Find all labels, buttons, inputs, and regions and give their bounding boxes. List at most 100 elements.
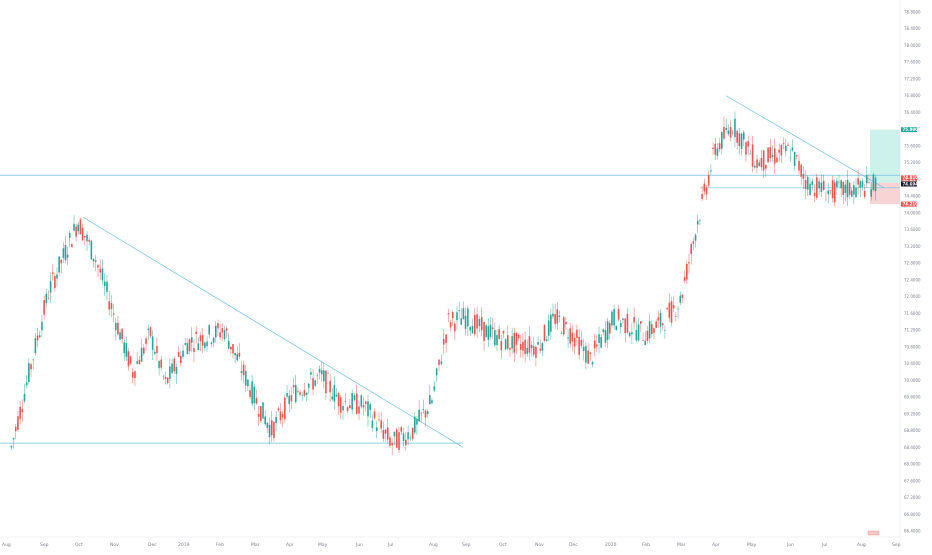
candle-body xyxy=(666,308,668,310)
candle-body xyxy=(14,427,17,432)
candle-body xyxy=(234,352,236,356)
candle-body xyxy=(351,393,353,410)
watermark-box xyxy=(867,530,880,536)
candle-body xyxy=(232,344,234,354)
candle-body xyxy=(622,318,624,320)
candle-body xyxy=(119,332,121,340)
candle-body xyxy=(25,382,28,386)
price-tick-label: 66.8000 xyxy=(904,512,921,517)
candle-body xyxy=(204,342,206,348)
candle-body xyxy=(335,394,338,397)
candle-body xyxy=(73,223,75,231)
trendline[interactable] xyxy=(82,216,464,448)
candle-body xyxy=(838,181,840,183)
profit-zone[interactable] xyxy=(870,129,900,183)
candle-body xyxy=(613,309,615,326)
candle-body xyxy=(54,275,56,289)
candle-body xyxy=(615,325,618,331)
candle-body xyxy=(522,341,524,351)
candle-body xyxy=(447,313,450,315)
candle-body xyxy=(418,409,420,422)
price-tick-label: 67.6000 xyxy=(904,478,921,483)
time-tick-label: Aug xyxy=(2,542,11,548)
price-tick-label: 66.4000 xyxy=(904,529,921,534)
candle-body xyxy=(190,337,193,343)
candle-body xyxy=(81,227,84,241)
candle-body xyxy=(364,401,367,404)
candle-body xyxy=(318,368,321,373)
candle-body xyxy=(846,179,849,198)
candle-body xyxy=(576,329,578,338)
loss-zone[interactable] xyxy=(870,182,900,205)
entry-price-tag[interactable] xyxy=(901,181,917,187)
candle-body xyxy=(556,309,559,324)
candle-body xyxy=(661,323,664,326)
candle-body xyxy=(149,327,152,337)
price-tick-label: 73.6000 xyxy=(904,227,921,232)
trendline[interactable] xyxy=(725,95,885,189)
candle-body xyxy=(162,375,165,377)
candle-body xyxy=(714,143,717,155)
candle-body xyxy=(281,414,284,418)
candle-body xyxy=(260,406,262,421)
candle-body xyxy=(762,150,765,171)
candle-body xyxy=(398,432,400,450)
candle-body xyxy=(813,192,816,196)
candle-body xyxy=(51,272,54,274)
trendlines xyxy=(82,95,885,448)
candle-body xyxy=(587,350,589,364)
candle-body xyxy=(771,155,774,157)
candle-body xyxy=(686,263,688,280)
candle-body xyxy=(327,373,329,374)
candle-body xyxy=(275,417,277,423)
candle-body xyxy=(201,335,204,346)
target-price-tag[interactable] xyxy=(901,127,917,133)
candle-body xyxy=(736,130,738,143)
candle-body xyxy=(552,313,554,317)
candle-body xyxy=(806,176,809,190)
candle-body xyxy=(99,268,102,273)
time-tick-label: Mar xyxy=(251,542,260,548)
candle-body xyxy=(829,190,832,191)
candle-body xyxy=(147,328,150,331)
time-tick-label: Nov xyxy=(535,542,544,548)
candle-body xyxy=(244,371,247,386)
candle-body xyxy=(517,334,520,339)
candle-body xyxy=(23,393,26,402)
candle-body xyxy=(804,179,807,190)
candle-body xyxy=(284,397,286,420)
candle-body xyxy=(701,194,703,199)
candle-body xyxy=(498,329,500,339)
candle-body xyxy=(648,321,651,339)
candle-body xyxy=(380,420,382,429)
candle-body xyxy=(694,234,697,241)
candle-body xyxy=(316,375,319,376)
candle-body xyxy=(92,258,95,262)
candle-body xyxy=(789,157,792,159)
candle-body xyxy=(94,260,97,262)
candle-body xyxy=(816,177,818,198)
candle-body xyxy=(723,126,725,139)
price-tick-label: 78.4000 xyxy=(904,26,921,31)
candle-body xyxy=(186,342,189,355)
candle-body xyxy=(692,241,695,244)
candle-body xyxy=(34,338,37,354)
stop-price-tag[interactable] xyxy=(901,201,917,207)
candle-body xyxy=(727,130,730,135)
time-tick-label: Feb xyxy=(216,542,224,548)
candle-body xyxy=(344,400,347,402)
time-tick-label: May xyxy=(318,542,328,548)
candle-body xyxy=(729,127,732,138)
candle-body xyxy=(567,337,569,339)
candle-body xyxy=(707,174,710,186)
candle-body xyxy=(238,352,241,357)
candle-body xyxy=(180,356,182,364)
candle-body xyxy=(97,265,99,268)
target-price-tag-label: 75.9900 xyxy=(903,127,921,132)
candle-body xyxy=(716,148,719,156)
candle-body xyxy=(776,157,778,163)
candle-body xyxy=(668,302,671,318)
